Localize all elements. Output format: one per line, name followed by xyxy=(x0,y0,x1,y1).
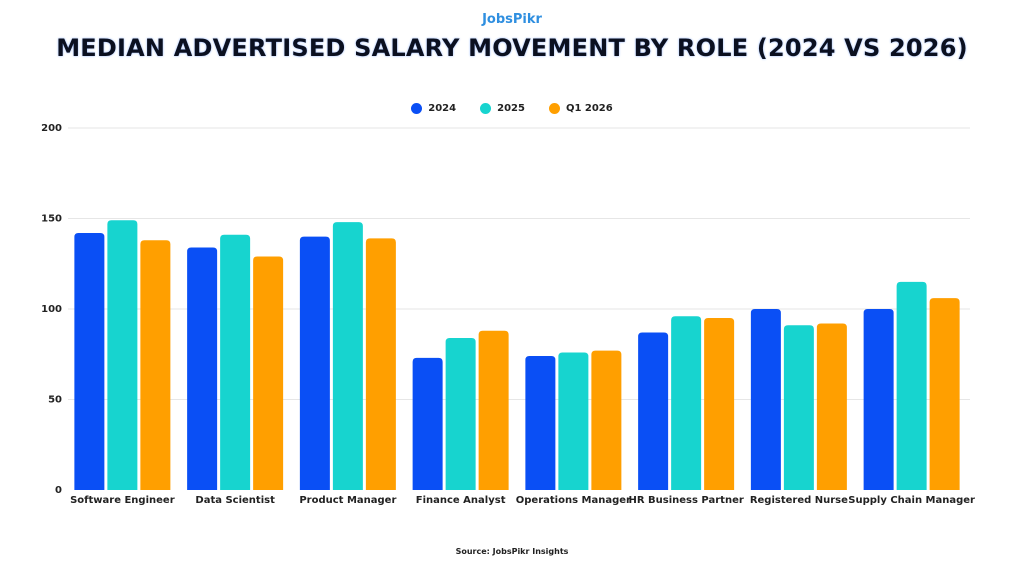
x-tick-label: Registered Nurse xyxy=(750,495,848,506)
y-tick-label: 0 xyxy=(55,485,62,496)
legend-label: Q1 2026 xyxy=(565,103,613,114)
bar-2024 xyxy=(299,236,330,490)
legend-item-2025: 2025 xyxy=(480,103,525,114)
logo: JobsPikr xyxy=(482,12,542,27)
bar-2025 xyxy=(783,325,814,490)
y-tick-label: 50 xyxy=(48,395,62,406)
legend-label: 2025 xyxy=(497,103,525,114)
y-tick-label: 200 xyxy=(41,123,62,134)
x-tick-label: Finance Analyst xyxy=(416,495,506,506)
legend-label: 2024 xyxy=(428,103,457,114)
x-tick-label: Product Manager xyxy=(299,495,396,506)
legend: 2024 2025 Q1 2026 xyxy=(0,103,1024,114)
bar-q1-2026 xyxy=(140,240,171,490)
bar-2024 xyxy=(412,357,443,490)
bar-q1-2026 xyxy=(704,318,735,490)
bar-2024 xyxy=(187,247,218,490)
bar-q1-2026 xyxy=(591,350,622,490)
bar-2025 xyxy=(445,337,476,490)
legend-swatch xyxy=(548,103,560,114)
bar-q1-2026 xyxy=(365,238,396,490)
legend-item-2024: 2024 xyxy=(411,103,456,114)
legend-item-q1-2026: Q1 2026 xyxy=(548,103,613,114)
bar-2024 xyxy=(74,232,105,491)
y-tick-label: 150 xyxy=(41,214,62,225)
x-tick-label: Supply Chain Manager xyxy=(848,495,975,506)
x-tick-label: Data Scientist xyxy=(195,495,275,506)
legend-swatch xyxy=(480,103,492,114)
bar-q1-2026 xyxy=(929,298,960,490)
bar-q1-2026 xyxy=(816,323,847,490)
bar-2025 xyxy=(220,234,251,490)
bar-2025 xyxy=(107,220,138,490)
bar-2025 xyxy=(896,281,927,490)
y-tick-label: 100 xyxy=(41,304,62,315)
bar-q1-2026 xyxy=(253,256,284,490)
bar-2024 xyxy=(525,356,556,490)
bar-2024 xyxy=(750,309,781,490)
bar-2024 xyxy=(863,309,894,490)
bar-2025 xyxy=(671,316,702,490)
bar-2025 xyxy=(332,222,363,490)
bar-q1-2026 xyxy=(478,330,509,490)
bar-2024 xyxy=(638,332,669,490)
source-note: Source: JobsPikr Insights xyxy=(455,547,569,556)
x-tick-label: Operations Manager xyxy=(516,495,631,506)
x-tick-label: HR Business Partner xyxy=(628,495,743,506)
x-tick-label: Software Engineer xyxy=(70,495,175,506)
bar-2025 xyxy=(558,352,589,490)
chart-title: MEDIAN ADVERTISED SALARY MOVEMENT BY ROL… xyxy=(56,34,968,62)
legend-swatch xyxy=(411,103,423,114)
